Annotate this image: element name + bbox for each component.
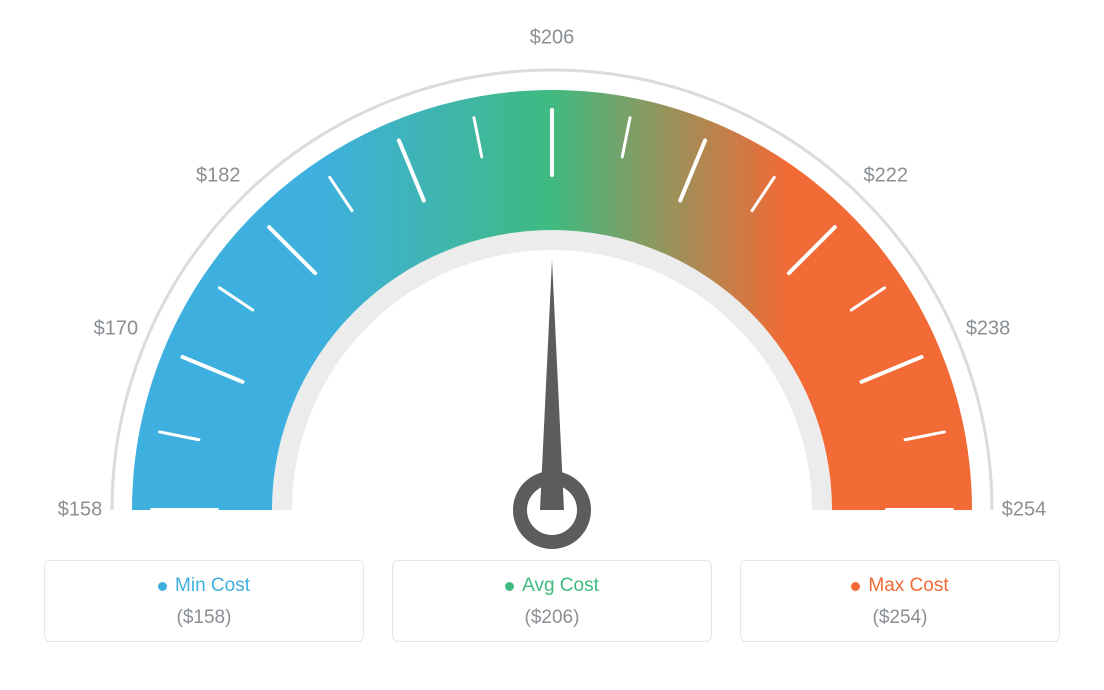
legend-card-min: Min Cost ($158) bbox=[44, 560, 364, 642]
legend-dot-max bbox=[851, 582, 860, 591]
gauge-tick-label: $158 bbox=[58, 499, 103, 522]
legend-value-avg: ($206) bbox=[403, 607, 701, 629]
legend-title-min: Min Cost bbox=[158, 575, 250, 597]
legend-label-avg: Avg Cost bbox=[522, 575, 599, 597]
gauge-tick-label: $222 bbox=[864, 165, 909, 188]
gauge-svg bbox=[0, 0, 1104, 560]
gauge-tick-label: $238 bbox=[966, 318, 1011, 341]
gauge-tick-label: $254 bbox=[1002, 499, 1047, 522]
legend-card-avg: Avg Cost ($206) bbox=[392, 560, 712, 642]
legend-card-max: Max Cost ($254) bbox=[740, 560, 1060, 642]
legend-value-min: ($158) bbox=[55, 607, 353, 629]
gauge-tick-label: $182 bbox=[196, 165, 241, 188]
legend-title-avg: Avg Cost bbox=[505, 575, 599, 597]
gauge-tick-label: $206 bbox=[530, 27, 575, 50]
legend-value-max: ($254) bbox=[751, 607, 1049, 629]
legend-label-min: Min Cost bbox=[175, 575, 250, 597]
legend-title-max: Max Cost bbox=[851, 575, 948, 597]
legend-dot-min bbox=[158, 582, 167, 591]
gauge-tick-label: $170 bbox=[94, 318, 139, 341]
legend-label-max: Max Cost bbox=[868, 575, 948, 597]
gauge-chart: $158 $170 $182 $206 $222 $238 $254 bbox=[0, 0, 1104, 560]
legend-row: Min Cost ($158) Avg Cost ($206) Max Cost… bbox=[0, 560, 1104, 642]
legend-dot-avg bbox=[505, 582, 514, 591]
